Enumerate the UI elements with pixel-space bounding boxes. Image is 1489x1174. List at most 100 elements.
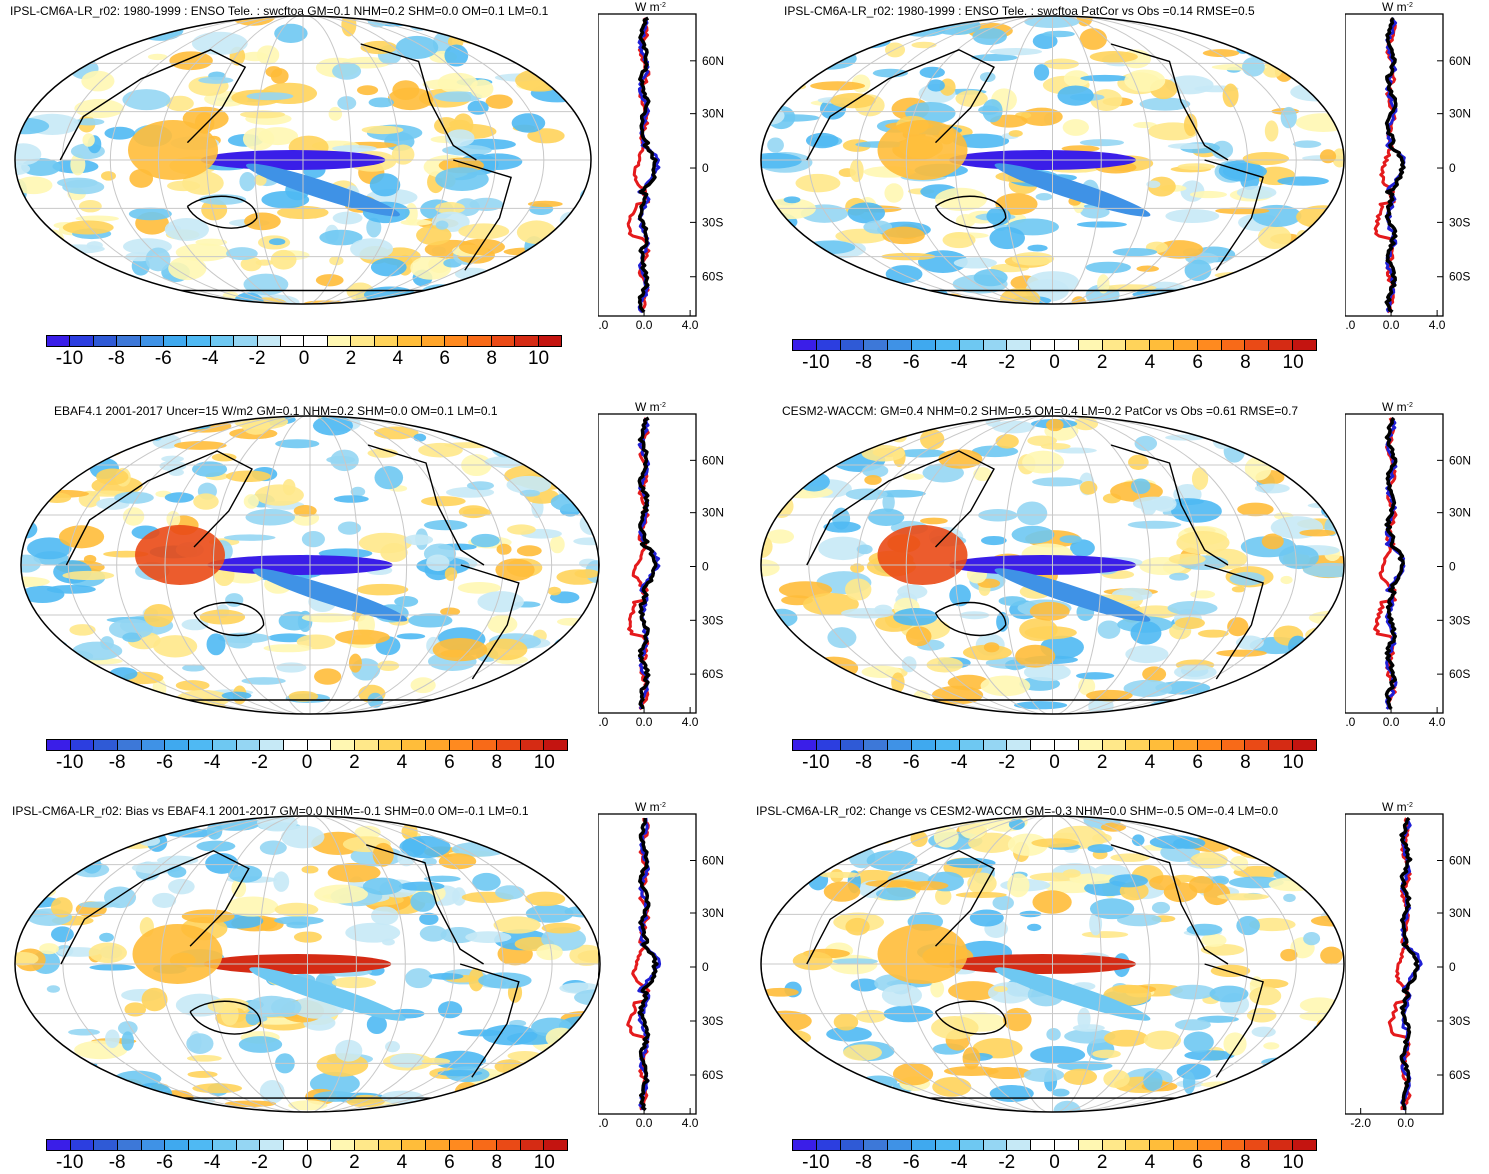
colorbar-swatch <box>94 740 119 750</box>
colorbar-tick-label: -10 <box>55 752 84 773</box>
colorbar-tick-label: 10 <box>1282 352 1304 373</box>
colorbar-swatch <box>864 340 889 350</box>
lat-tick-label: 60S <box>702 270 723 284</box>
colorbar-swatch <box>1221 340 1246 350</box>
colorbar-swatch <box>840 340 865 350</box>
colorbar-labels: -10 -8 -6 -4 -2 0 2 4 6 8 10 <box>46 752 568 774</box>
colorbar-swatch <box>260 1140 284 1150</box>
colorbar-tick-label: -8 <box>855 752 873 773</box>
colorbar-swatch <box>473 1140 498 1150</box>
colorbar-tick-label: -2 <box>248 348 266 369</box>
colorbar-labels: -10 -8 -6 -4 -2 0 2 4 6 8 10 <box>46 348 562 370</box>
colorbar-swatch <box>283 740 308 750</box>
colorbar-tick-label: 0 <box>298 348 310 369</box>
colorbar-tick-label: 4 <box>1144 352 1156 373</box>
colorbar-tick-label: 8 <box>491 1152 503 1173</box>
colorbar-swatch <box>426 740 450 750</box>
colorbar-swatch <box>983 1140 1008 1150</box>
colorbar-swatch <box>888 1140 913 1150</box>
colorbar-tick-label: -10 <box>802 352 830 373</box>
x-tick-label: -4.0 <box>1345 318 1356 332</box>
colorbar-swatch <box>70 1140 95 1150</box>
colorbar-tick-label: 6 <box>444 752 455 773</box>
lat-tick-label: 0 <box>1449 161 1456 175</box>
colorbar-swatch <box>94 1140 119 1150</box>
colorbar-swatch <box>515 336 539 346</box>
zonal-unit-label: W m-2 <box>635 802 666 814</box>
colorbar-swatch <box>257 336 282 346</box>
colorbar-tick-label: 10 <box>533 752 555 773</box>
colorbar-swatch <box>374 336 399 346</box>
colorbar-swatch <box>959 1140 984 1150</box>
world-map <box>20 415 600 715</box>
colorbar-tick-label: -8 <box>107 348 125 369</box>
colorbar-swatch <box>473 740 498 750</box>
zonal-unit-label: W m-2 <box>635 2 666 14</box>
colorbar-swatch <box>1221 1140 1246 1150</box>
colorbar-tick-label: -4 <box>950 352 968 373</box>
colorbar-tick-label: -4 <box>201 348 219 369</box>
unit-text: W m <box>1382 802 1407 814</box>
world-map <box>14 815 601 1113</box>
colorbar-swatch <box>888 340 913 350</box>
colorbar <box>46 739 568 751</box>
x-tick-label: 0.0 <box>1397 1116 1414 1130</box>
panel-title: EBAF4.1 2001-2017 Uncer=15 W/m2 GM=0.1 N… <box>54 404 498 418</box>
colorbar-swatch <box>281 336 305 346</box>
world-map <box>760 815 1345 1113</box>
colorbar-swatch <box>307 740 332 750</box>
colorbar-swatch <box>189 1140 213 1150</box>
colorbar-swatch <box>354 1140 379 1150</box>
colorbar-swatch <box>1031 740 1055 750</box>
x-tick-label: -4.0 <box>598 1116 609 1130</box>
lat-tick-label: 60N <box>1449 453 1471 467</box>
colorbar <box>46 335 562 347</box>
colorbar-swatch <box>497 740 521 750</box>
colorbar-swatch <box>1126 340 1151 350</box>
unit-exponent: -2 <box>1407 2 1413 9</box>
zonal-mean-plot: W m-2 60N 30N 0 30S 60S -4.0 0.0 4.0 <box>598 802 724 1130</box>
lat-tick-label: 0 <box>702 960 709 974</box>
colorbar-swatch <box>935 740 960 750</box>
colorbar-swatch <box>236 740 261 750</box>
colorbar-tick-label: 2 <box>1096 1152 1108 1173</box>
mean-zonal-line <box>1399 816 1420 1110</box>
colorbar-tick-label: -8 <box>855 352 873 373</box>
colorbar-swatch <box>793 740 817 750</box>
colorbar-tick-label: 2 <box>1096 352 1108 373</box>
colorbar-swatch <box>497 1140 521 1150</box>
colorbar-tick-label: 10 <box>1282 752 1304 773</box>
colorbar-labels: -10 -8 -6 -4 -2 0 2 4 6 8 10 <box>792 752 1317 774</box>
unit-exponent: -2 <box>1407 802 1413 809</box>
lat-tick-label: 30N <box>702 107 724 121</box>
colorbar-tick-label: -4 <box>203 752 221 773</box>
lat-tick-label: 60S <box>1449 270 1470 284</box>
x-tick-label: 0.0 <box>1383 318 1400 332</box>
colorbar-tick-label: 8 <box>1240 752 1251 773</box>
colorbar-swatch <box>983 340 1008 350</box>
zonal-mean-plot: W m-2 60N 30N 0 30S 60S -4.0 0.0 4.0 <box>598 2 724 332</box>
colorbar-swatch <box>959 340 984 350</box>
world-map <box>760 415 1345 715</box>
colorbar-tick-label: 6 <box>444 1152 455 1173</box>
colorbar-tick-label: -2 <box>998 752 1016 773</box>
lat-tick-label: 60N <box>702 54 724 68</box>
colorbar-swatch <box>118 740 142 750</box>
unit-exponent: -2 <box>660 802 666 809</box>
colorbar-swatch <box>1031 1140 1055 1150</box>
x-tick-label: -4.0 <box>598 715 609 729</box>
colorbar-labels: -10 -8 -6 -4 -2 0 2 4 6 8 10 <box>792 1152 1317 1174</box>
colorbar-swatch <box>793 1140 817 1150</box>
colorbar-tick-label: 10 <box>533 1152 555 1173</box>
colorbar-tick-label: 0 <box>1049 352 1060 373</box>
lat-tick-label: 30S <box>702 1014 723 1028</box>
colorbar-swatch <box>816 740 841 750</box>
colorbar-swatch <box>1245 740 1270 750</box>
mean-zonal-line <box>1384 416 1405 711</box>
zonal-mean-plot: W m-2 60N 30N 0 30S 60S -2.0 0.0 <box>1345 802 1471 1130</box>
colorbar-tick-label: 6 <box>439 348 451 369</box>
colorbar-swatch <box>912 340 936 350</box>
lat-tick-label: 0 <box>1449 960 1456 974</box>
colorbar-swatch <box>1221 740 1246 750</box>
colorbar-swatch <box>840 740 865 750</box>
